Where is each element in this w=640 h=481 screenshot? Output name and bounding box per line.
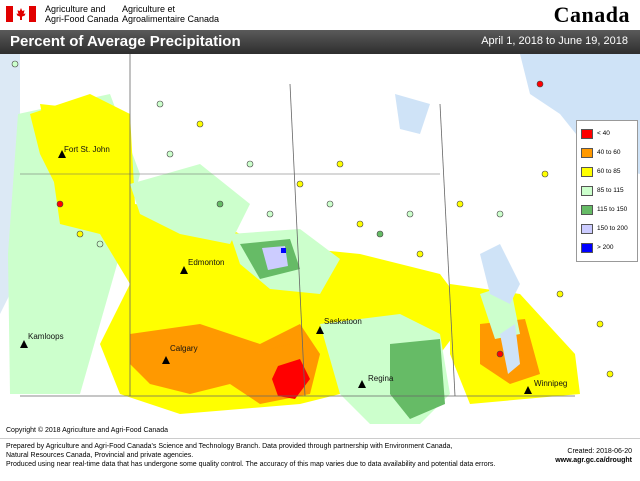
legend-item: < 40 <box>581 129 637 141</box>
legend-label: 40 to 60 <box>597 149 621 156</box>
gov-name-french: Agriculture et Agroalimentaire Canada <box>122 4 220 24</box>
copyright-notice: Copyright © 2018 Agriculture and Agri-Fo… <box>6 427 168 434</box>
canada-wordmark: Canada <box>553 2 630 27</box>
legend-label: 85 to 115 <box>597 187 624 194</box>
precipitation-map: Fort St. John Edmonton Kamloops Calgary … <box>0 54 640 438</box>
city-regina: Regina <box>368 374 394 383</box>
header: Agriculture and Agri-Food Canada Agricul… <box>0 0 640 30</box>
canada-flag-icon <box>6 6 36 22</box>
legend-item: 40 to 60 <box>581 148 637 160</box>
gov-name-english: Agriculture and Agri-Food Canada <box>45 4 119 24</box>
city-calgary: Calgary <box>170 344 198 353</box>
legend-item: > 200 <box>581 243 637 255</box>
legend-item: 85 to 115 <box>581 186 637 198</box>
city-fort-st-john: Fort St. John <box>64 145 110 154</box>
legend-swatch <box>581 129 593 139</box>
drought-url: www.agr.gc.ca/drought <box>555 457 632 464</box>
city-kamloops: Kamloops <box>28 332 64 341</box>
map-title: Percent of Average Precipitation <box>10 33 241 50</box>
city-winnipeg: Winnipeg <box>534 379 568 388</box>
footer-credit-line2: Natural Resources Canada, Provincial and… <box>6 452 194 459</box>
map-legend: < 40 40 to 60 60 to 85 85 to 115 115 to 150 1… <box>576 120 638 262</box>
legend-swatch <box>581 243 593 253</box>
legend-item: 150 to 200 <box>581 224 637 236</box>
date-range: April 1, 2018 to June 19, 2018 <box>481 35 628 47</box>
map-canvas <box>0 54 640 438</box>
legend-swatch <box>581 148 593 158</box>
legend-label: 115 to 150 <box>597 206 628 213</box>
legend-swatch <box>581 224 593 234</box>
footer-credit-line1: Prepared by Agriculture and Agri-Food Ca… <box>6 443 453 450</box>
legend-swatch <box>581 167 593 177</box>
city-markers <box>20 150 532 394</box>
legend-swatch <box>581 205 593 215</box>
legend-swatch <box>581 186 593 196</box>
footer: Copyright © 2018 Agriculture and Agri-Fo… <box>0 427 640 481</box>
legend-label: > 200 <box>597 244 614 251</box>
city-saskatoon: Saskatoon <box>324 317 362 326</box>
created-date: Created: 2018-06-20 <box>567 448 632 455</box>
city-edmonton: Edmonton <box>188 258 225 267</box>
legend-label: 150 to 200 <box>597 225 628 232</box>
title-bar: Percent of Average Precipitation April 1… <box>0 30 640 54</box>
legend-item: 115 to 150 <box>581 205 637 217</box>
legend-label: 60 to 85 <box>597 168 621 175</box>
station-dots <box>11 60 614 378</box>
footer-disclaimer: Produced using near real-time data that … <box>6 461 496 468</box>
legend-label: < 40 <box>597 130 610 137</box>
legend-item: 60 to 85 <box>581 167 637 179</box>
